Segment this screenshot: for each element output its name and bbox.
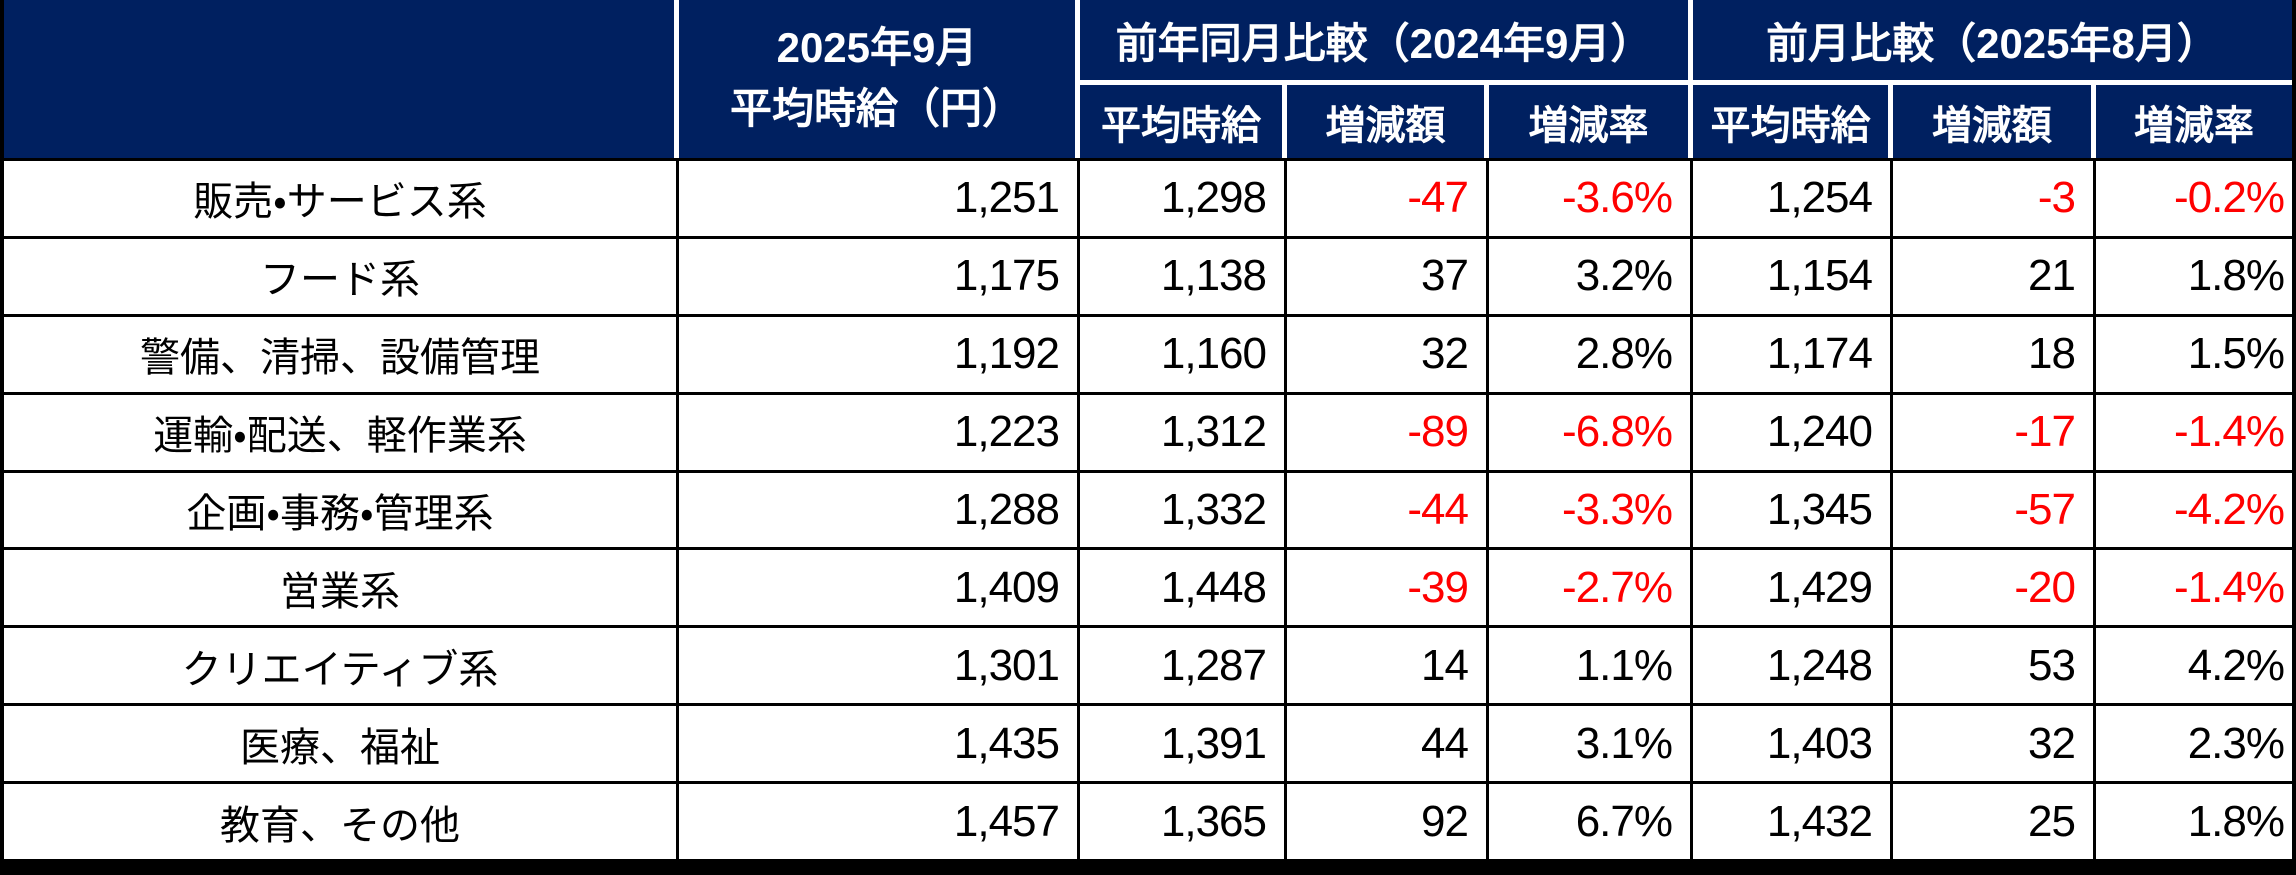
diff-mom-cell: 18 (1893, 313, 2096, 392)
subheader-mom-diff-amount: 増減額 (1893, 85, 2096, 158)
wage-current-cell: 1,435 (679, 703, 1080, 782)
diff-yoy-cell: -89 (1287, 391, 1489, 470)
subheader-mom-avg-wage: 平均時給 (1693, 85, 1893, 158)
wage-mom-cell: 1,403 (1693, 703, 1893, 782)
diff-yoy-cell: 92 (1287, 781, 1489, 859)
rate-yoy-cell: -3.6% (1489, 158, 1693, 236)
diff-mom-cell: 21 (1893, 235, 2096, 314)
rate-mom-cell: 1.5% (2096, 313, 2292, 392)
subheader-mom-diff-rate: 増減率 (2096, 85, 2292, 158)
rate-yoy-cell: -6.8% (1489, 391, 1693, 470)
rate-mom-cell: 1.8% (2096, 781, 2292, 859)
rate-yoy-cell: 3.1% (1489, 703, 1693, 782)
month-header-line2: 平均時給（円） (729, 85, 1024, 132)
corner-header-cell (4, 0, 679, 158)
wage-mom-cell: 1,240 (1693, 391, 1893, 470)
category-cell: 医療、福祉 (4, 703, 679, 782)
wage-mom-cell: 1,432 (1693, 781, 1893, 859)
wage-current-cell: 1,301 (679, 625, 1080, 704)
rate-yoy-cell: 2.8% (1489, 313, 1693, 392)
diff-yoy-cell: 44 (1287, 703, 1489, 782)
rate-mom-cell: -4.2% (2096, 469, 2292, 548)
wage-current-cell: 1,192 (679, 313, 1080, 392)
diff-yoy-cell: 32 (1287, 313, 1489, 392)
category-cell: 運輸・配送、軽作業系 (4, 391, 679, 470)
diff-mom-cell: 25 (1893, 781, 2096, 859)
category-cell: 企画・事務・管理系 (4, 469, 679, 548)
wage-mom-cell: 1,254 (1693, 158, 1893, 236)
category-cell: 営業系 (4, 547, 679, 626)
diff-mom-cell: -17 (1893, 391, 2096, 470)
month-header-line1: 2025年9月 (776, 24, 978, 72)
wage-current-cell: 1,251 (679, 158, 1080, 236)
subheader-yoy-avg-wage: 平均時給 (1080, 85, 1287, 158)
diff-mom-cell: 53 (1893, 625, 2096, 704)
wage-current-cell: 1,223 (679, 391, 1080, 470)
wage-yoy-cell: 1,332 (1080, 469, 1287, 548)
rate-mom-cell: 1.8% (2096, 235, 2292, 314)
rate-mom-cell: -1.4% (2096, 547, 2292, 626)
wage-yoy-cell: 1,287 (1080, 625, 1287, 704)
category-cell: 販売・サービス系 (4, 158, 679, 236)
diff-yoy-cell: 37 (1287, 235, 1489, 314)
wage-yoy-cell: 1,365 (1080, 781, 1287, 859)
rate-yoy-cell: 1.1% (1489, 625, 1693, 704)
wage-mom-cell: 1,154 (1693, 235, 1893, 314)
category-cell: 警備、清掃、設備管理 (4, 313, 679, 392)
rate-mom-cell: -1.4% (2096, 391, 2292, 470)
rate-yoy-cell: -3.3% (1489, 469, 1693, 548)
rate-yoy-cell: 6.7% (1489, 781, 1693, 859)
diff-yoy-cell: -39 (1287, 547, 1489, 626)
wage-current-cell: 1,288 (679, 469, 1080, 548)
rate-mom-cell: 4.2% (2096, 625, 2292, 704)
wage-yoy-cell: 1,298 (1080, 158, 1287, 236)
wage-yoy-cell: 1,391 (1080, 703, 1287, 782)
category-cell: クリエイティブ系 (4, 625, 679, 704)
wage-mom-cell: 1,248 (1693, 625, 1893, 704)
rate-yoy-cell: 3.2% (1489, 235, 1693, 314)
wage-yoy-cell: 1,448 (1080, 547, 1287, 626)
wage-current-cell: 1,175 (679, 235, 1080, 314)
subheader-yoy-diff-rate: 増減率 (1489, 85, 1693, 158)
wage-mom-cell: 1,345 (1693, 469, 1893, 548)
rate-mom-cell: 2.3% (2096, 703, 2292, 782)
diff-yoy-cell: -44 (1287, 469, 1489, 548)
group-header-year-over-year: 前年同月比較（2024年9月） (1080, 0, 1693, 85)
wage-yoy-cell: 1,312 (1080, 391, 1287, 470)
wage-current-cell: 1,457 (679, 781, 1080, 859)
month-column-header: 2025年9月 平均時給（円） (679, 0, 1080, 158)
wage-yoy-cell: 1,138 (1080, 235, 1287, 314)
category-cell: 教育、その他 (4, 781, 679, 859)
diff-mom-cell: -57 (1893, 469, 2096, 548)
rate-yoy-cell: -2.7% (1489, 547, 1693, 626)
rate-mom-cell: -0.2% (2096, 158, 2292, 236)
diff-yoy-cell: 14 (1287, 625, 1489, 704)
group-header-month-over-month: 前月比較（2025年8月） (1693, 0, 2292, 85)
diff-mom-cell: -3 (1893, 158, 2096, 236)
wage-yoy-cell: 1,160 (1080, 313, 1287, 392)
diff-mom-cell: 32 (1893, 703, 2096, 782)
diff-yoy-cell: -47 (1287, 158, 1489, 236)
wage-mom-cell: 1,174 (1693, 313, 1893, 392)
wage-current-cell: 1,409 (679, 547, 1080, 626)
wage-mom-cell: 1,429 (1693, 547, 1893, 626)
category-cell: フード系 (4, 235, 679, 314)
subheader-yoy-diff-amount: 増減額 (1287, 85, 1489, 158)
diff-mom-cell: -20 (1893, 547, 2096, 626)
